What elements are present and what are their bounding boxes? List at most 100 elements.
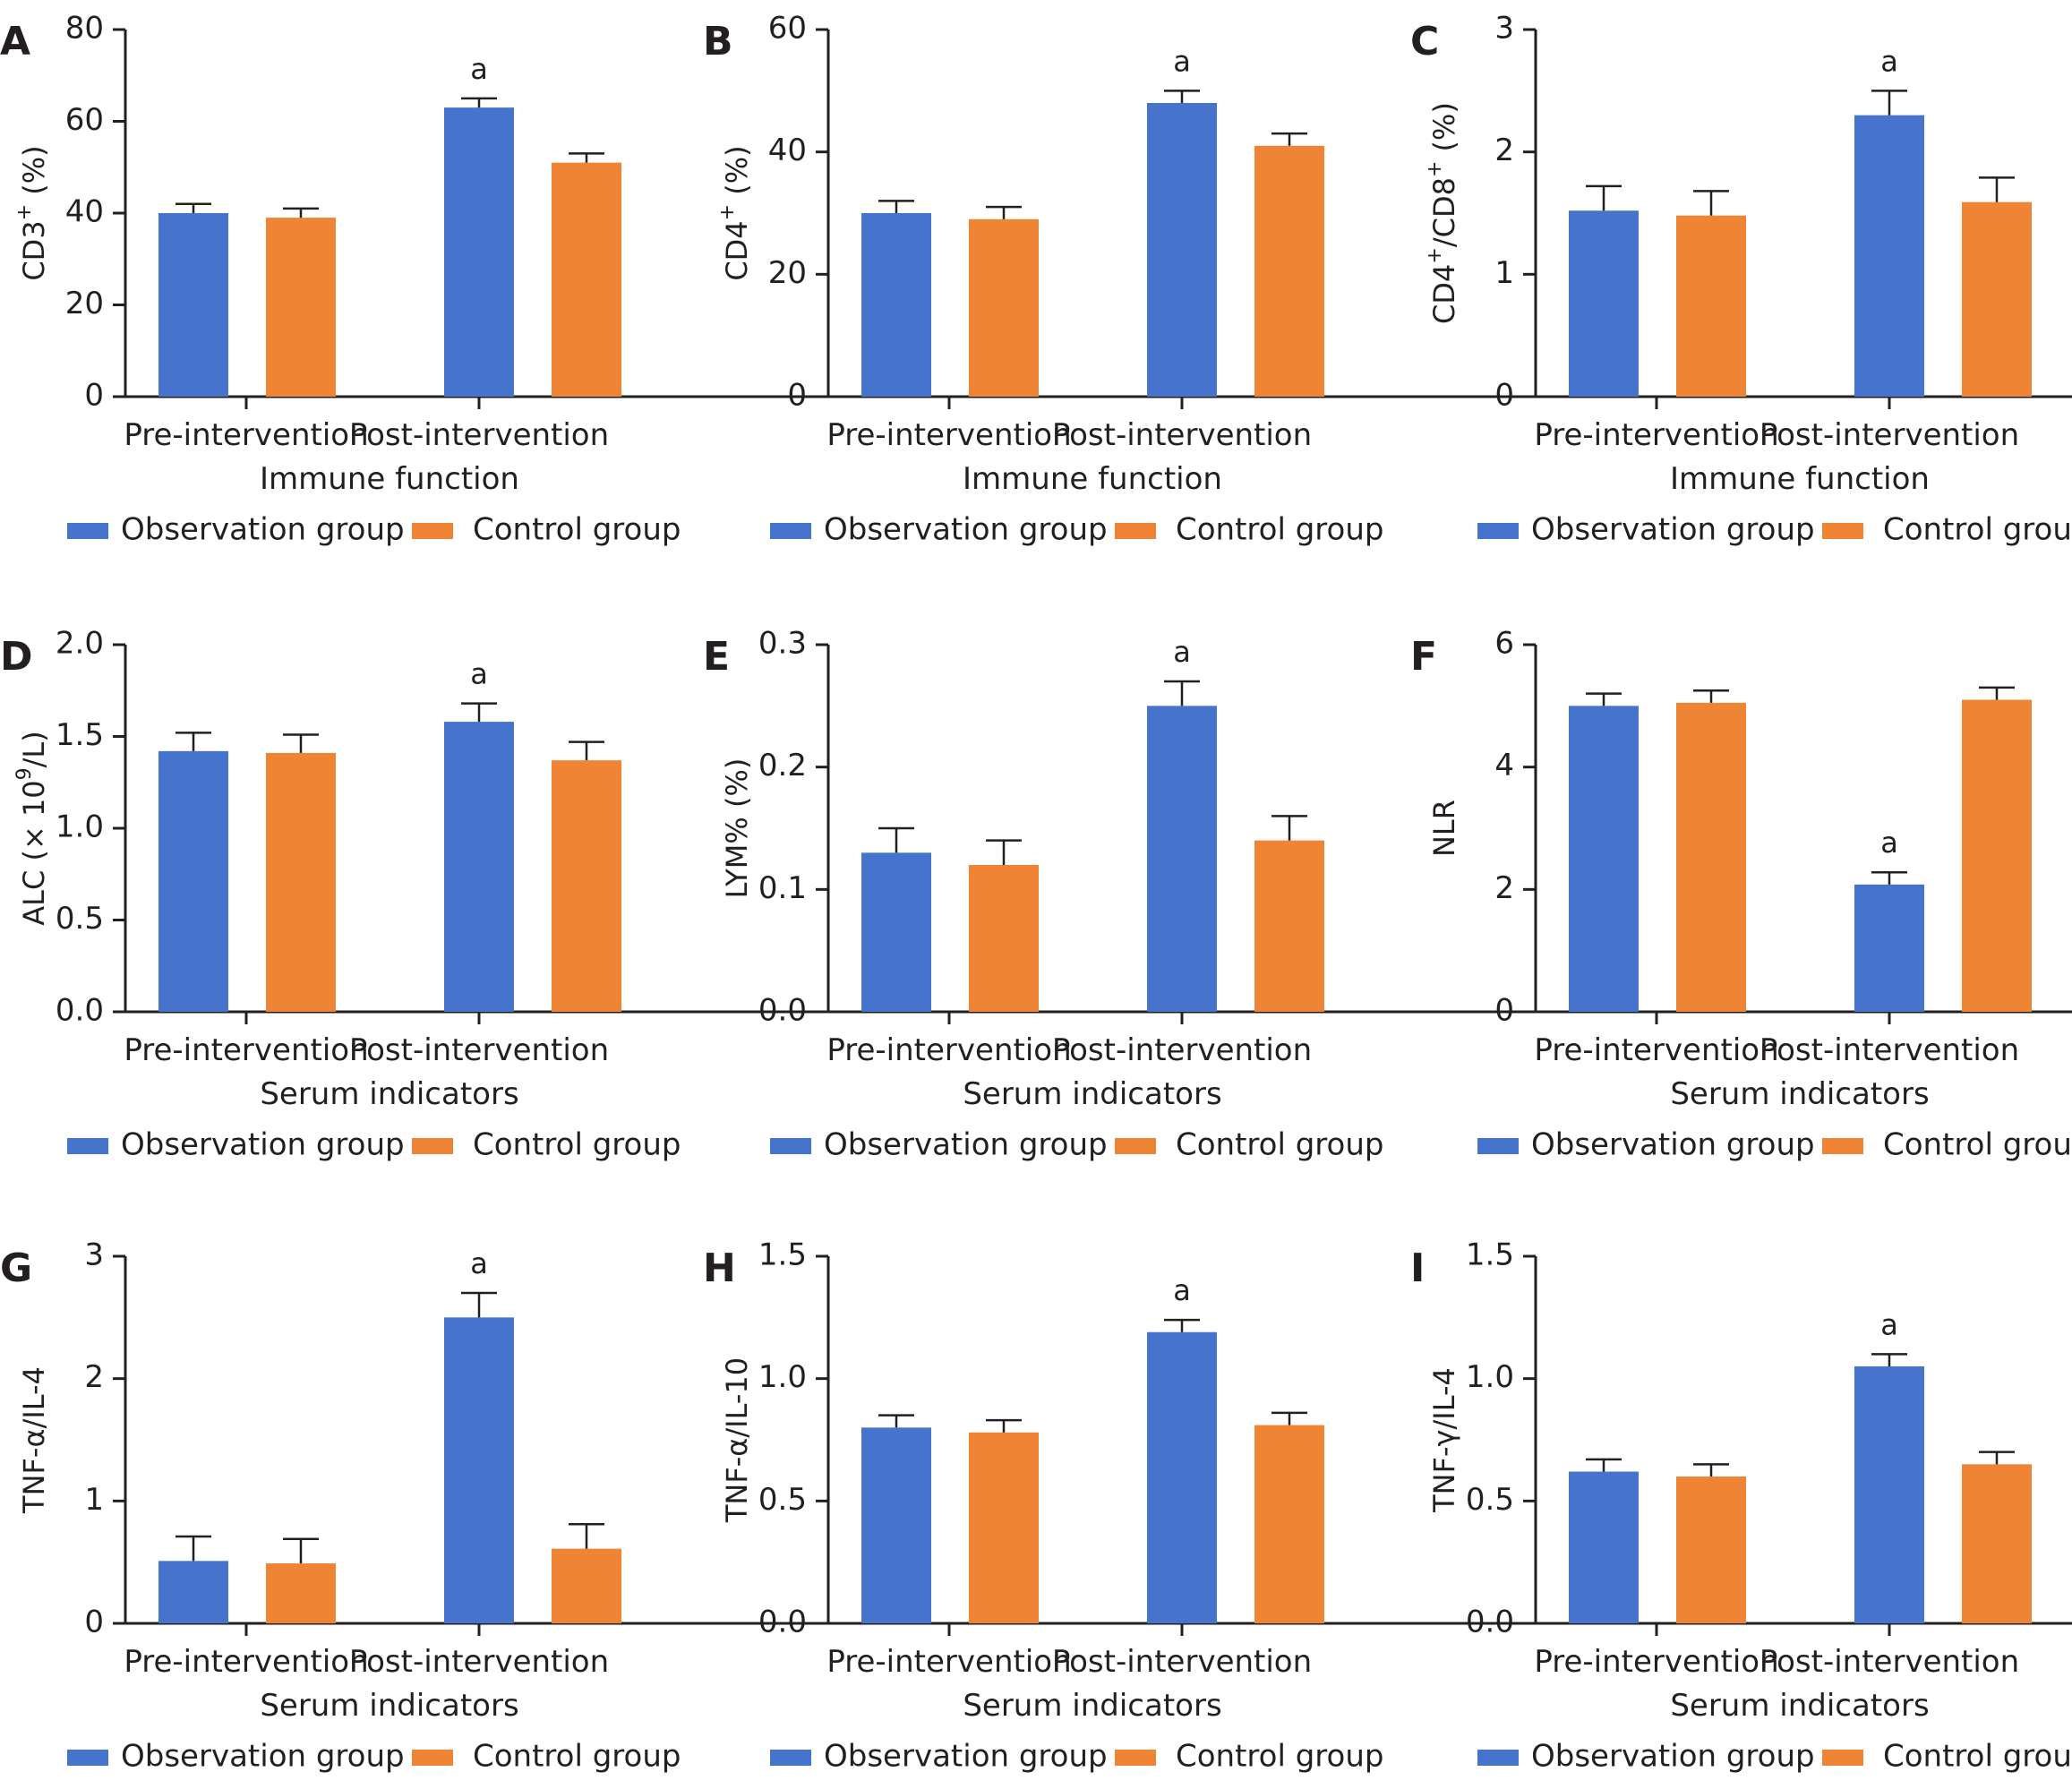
y-axis-title-part: TNF-α/IL-4	[17, 1366, 51, 1514]
x-category-label: Post-intervention	[349, 417, 609, 453]
y-tick-label: 0.5	[56, 901, 104, 937]
bar	[1147, 103, 1217, 397]
bar	[1569, 706, 1639, 1012]
bar	[158, 1561, 228, 1623]
significance-label: a	[1880, 1307, 1898, 1341]
y-axis-title-part: CD4	[1427, 264, 1461, 324]
bar	[969, 1432, 1039, 1623]
significance-label: a	[1880, 44, 1898, 78]
x-category-label: Post-intervention	[349, 1032, 609, 1068]
y-tick-label: 0	[84, 1605, 104, 1640]
significance-label: a	[1880, 826, 1898, 860]
bar	[266, 752, 336, 1012]
bar	[444, 1317, 514, 1623]
y-axis-title-superscript: +	[1424, 161, 1446, 177]
y-tick-label: 60	[65, 102, 104, 138]
legend-swatch-control	[1822, 523, 1863, 539]
y-tick-label: 0.0	[758, 993, 807, 1029]
y-tick-label: 2.0	[56, 626, 104, 662]
legend-label-control: Control group	[1176, 1739, 1383, 1775]
y-axis-title: LYM% (%)	[720, 758, 754, 899]
y-tick-label: 1	[84, 1482, 104, 1518]
y-axis-title: TNF-α/IL-10	[720, 1357, 754, 1523]
y-axis-title-part: TNF-γ/IL-4	[1427, 1367, 1461, 1513]
panel-letter: G	[0, 1245, 32, 1291]
y-axis-title-part: (%)	[720, 145, 754, 204]
y-axis-title: TNF-α/IL-4	[17, 1366, 51, 1514]
legend-swatch-control	[1115, 523, 1156, 539]
x-category-label: Pre-intervention	[124, 1644, 368, 1680]
legend-swatch-observation	[1477, 1138, 1519, 1154]
bar	[158, 750, 228, 1012]
bar	[444, 722, 514, 1012]
significance-label: a	[470, 52, 488, 86]
bar	[1676, 702, 1746, 1012]
panel-letter: A	[0, 19, 30, 64]
y-axis-title-part: CD4	[720, 220, 754, 280]
y-tick-label: 6	[1494, 626, 1514, 662]
x-axis-title: Serum indicators	[963, 1076, 1221, 1112]
legend-swatch-control	[1115, 1750, 1156, 1766]
bar	[1569, 1471, 1639, 1623]
y-axis-title-part: NLR	[1427, 800, 1461, 857]
y-tick-label: 0.0	[1466, 1605, 1514, 1640]
y-tick-label: 0.5	[1466, 1482, 1514, 1518]
y-tick-label: 0	[84, 378, 104, 414]
panel-letter: H	[703, 1245, 736, 1291]
legend-swatch-control	[1822, 1138, 1863, 1154]
x-category-label: Pre-intervention	[1534, 1644, 1778, 1680]
y-tick-label: 2	[1494, 870, 1514, 906]
y-tick-label: 1.5	[758, 1237, 807, 1273]
legend-label-control: Control group	[1883, 1739, 2072, 1775]
legend-label-control: Control group	[1883, 1127, 2072, 1163]
x-axis-title: Serum indicators	[260, 1076, 518, 1112]
y-tick-label: 20	[65, 286, 104, 321]
y-axis-title-part: (%)	[1427, 102, 1461, 161]
y-tick-label: 3	[84, 1237, 104, 1273]
bar	[1569, 210, 1639, 397]
y-axis-title-part: /L)	[17, 731, 51, 767]
y-axis-title-superscript: +	[716, 204, 739, 220]
panel-d: D 0.0 0.5 1.0 1.5 2.0 Pre-interventionPost-int…	[0, 626, 886, 1163]
legend-swatch-observation	[770, 1138, 811, 1154]
y-axis-title-part: CD3	[17, 220, 51, 280]
y-axis-title: CD4+ (%)	[716, 145, 755, 280]
x-axis-title: Serum indicators	[963, 1688, 1221, 1724]
bar	[552, 1548, 621, 1623]
y-tick-label: 2	[84, 1359, 104, 1395]
panel-h: H 0.0 0.5 1.0 1.5 Pre-interventionPost-interv…	[703, 1237, 1589, 1775]
bar	[266, 1563, 336, 1623]
bar	[1147, 706, 1217, 1012]
significance-label: a	[470, 657, 488, 691]
y-tick-label: 0.0	[758, 1605, 807, 1640]
bar	[552, 760, 621, 1012]
bar	[1254, 840, 1324, 1012]
significance-label: a	[470, 1246, 488, 1280]
x-category-label: Pre-intervention	[826, 1644, 1071, 1680]
y-axis-title-part: TNF-α/IL-10	[720, 1357, 754, 1523]
legend-label-control: Control group	[1883, 512, 2072, 548]
x-category-label: Post-intervention	[1759, 1032, 2019, 1068]
bar	[266, 218, 336, 397]
legend-swatch-control	[412, 523, 453, 539]
bar	[1962, 1464, 2032, 1623]
y-tick-label: 4	[1494, 748, 1514, 783]
bar	[1854, 884, 1924, 1012]
x-category-label: Post-intervention	[1052, 1644, 1312, 1680]
significance-label: a	[1173, 1273, 1191, 1307]
legend-swatch-control	[1115, 1138, 1156, 1154]
x-category-label: Post-intervention	[1052, 417, 1312, 453]
panel-letter: I	[1410, 1245, 1425, 1291]
bar	[1676, 1477, 1746, 1623]
y-axis-title-superscript: +	[1424, 247, 1446, 263]
legend-label-control: Control group	[1176, 1127, 1383, 1163]
x-category-label: Post-intervention	[1759, 417, 2019, 453]
x-category-label: Pre-intervention	[1534, 417, 1778, 453]
bar	[969, 865, 1039, 1012]
y-axis-title: CD3+ (%)	[13, 145, 52, 280]
legend-label-observation: Observation group	[121, 1739, 405, 1775]
bar	[861, 852, 931, 1012]
panel-letter: F	[1410, 634, 1437, 680]
